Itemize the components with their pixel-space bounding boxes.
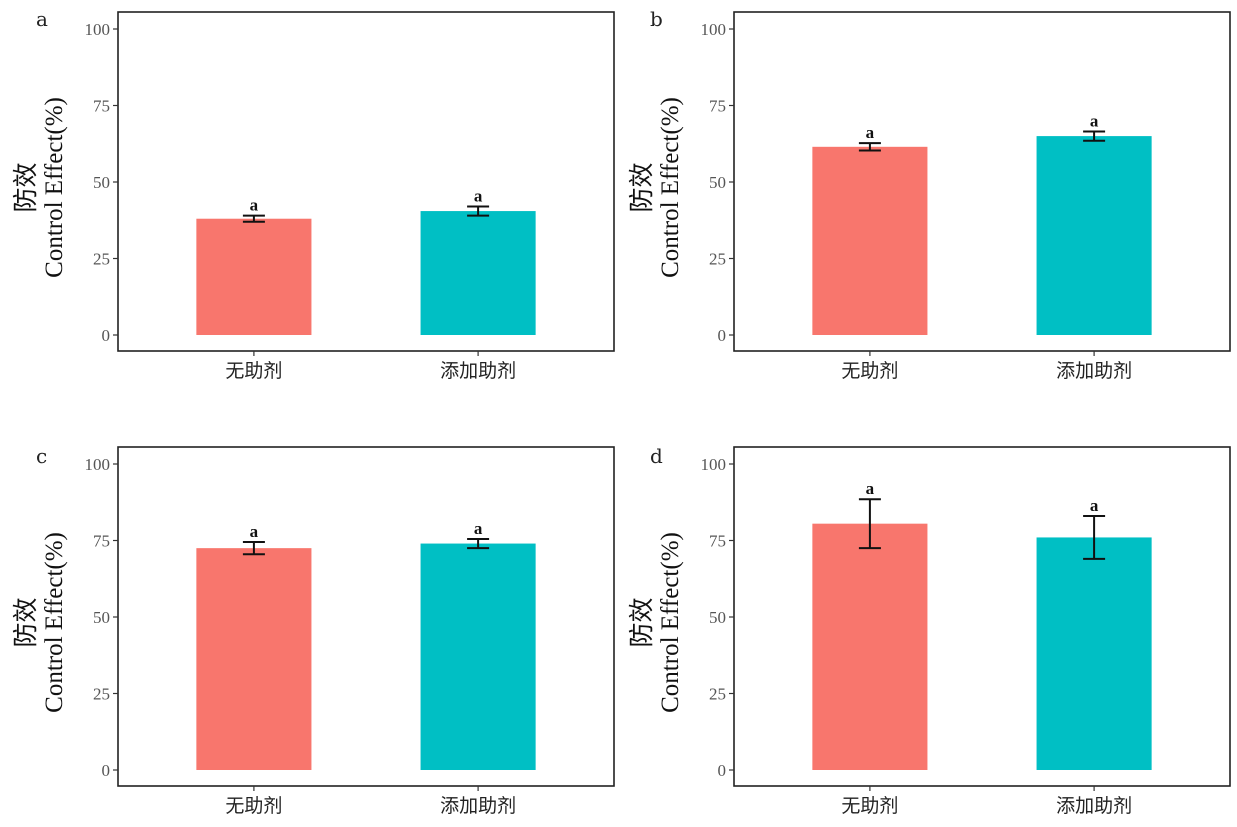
bar-with-adjuvant [420, 211, 536, 335]
y-tick-label: 75 [709, 532, 726, 551]
panel-c: c 0 25 50 75 100 防效 Control Effect(%) a 无助剂 a 添加助剂 [12, 444, 615, 817]
y-tick-label: 0 [102, 326, 111, 345]
x-category-label: 无助剂 [225, 795, 282, 817]
y-tick-label: 100 [85, 455, 111, 474]
significance-label: a [866, 123, 875, 142]
plot-frame [733, 446, 1231, 787]
significance-label: a [250, 196, 259, 215]
significance-label: a [474, 186, 483, 205]
y-axis-title: Control Effect(%) [657, 532, 684, 713]
y-tick-label: 50 [709, 608, 726, 627]
y-tick-label: 25 [709, 685, 726, 704]
y-tick-label: 25 [93, 685, 110, 704]
x-category-label: 添加助剂 [440, 795, 516, 817]
bar-with-adjuvant [420, 543, 536, 770]
bar-no-adjuvant [812, 146, 928, 335]
y-axis-title-cn: 防效 [628, 162, 656, 212]
y-tick-label: 0 [718, 326, 727, 345]
x-category-label: 添加助剂 [1056, 360, 1132, 382]
bar-no-adjuvant [196, 548, 312, 770]
panel-b: b 0 25 50 75 100 防效 Control Effect(%) a 无助剂 a 添加助剂 [628, 7, 1231, 382]
bar-no-adjuvant [812, 523, 928, 770]
y-tick-label: 100 [85, 20, 111, 39]
bar-with-adjuvant [1036, 537, 1152, 770]
significance-label: a [474, 519, 483, 538]
y-tick-label: 50 [93, 608, 110, 627]
y-axis-title: Control Effect(%) [41, 97, 68, 278]
y-tick-label: 25 [709, 250, 726, 269]
y-tick-label: 75 [93, 97, 110, 116]
y-axis-title: Control Effect(%) [657, 97, 684, 278]
plot-frame [117, 446, 615, 787]
significance-label: a [1090, 112, 1099, 131]
y-tick-label: 50 [709, 173, 726, 192]
y-tick-label: 25 [93, 250, 110, 269]
x-category-label: 添加助剂 [1056, 795, 1132, 817]
y-tick-label: 100 [701, 20, 727, 39]
y-tick-label: 0 [102, 761, 111, 780]
x-category-label: 无助剂 [841, 360, 898, 382]
bar-no-adjuvant [196, 218, 312, 335]
x-category-label: 无助剂 [225, 360, 282, 382]
bar-with-adjuvant [1036, 136, 1152, 335]
significance-label: a [866, 479, 875, 498]
x-category-label: 添加助剂 [440, 360, 516, 382]
y-tick-label: 0 [718, 761, 727, 780]
plot-frame [117, 11, 615, 352]
panel-letter: c [36, 444, 47, 468]
significance-label: a [250, 522, 259, 541]
significance-label: a [1090, 496, 1099, 515]
y-tick-label: 50 [93, 173, 110, 192]
panel-letter: b [650, 7, 663, 31]
panel-letter: a [36, 7, 48, 31]
y-tick-label: 75 [709, 97, 726, 116]
y-tick-label: 75 [93, 532, 110, 551]
plot-frame [733, 11, 1231, 352]
y-axis-title: Control Effect(%) [41, 532, 68, 713]
panel-letter: d [650, 444, 663, 468]
y-axis-title-cn: 防效 [628, 597, 656, 647]
x-category-label: 无助剂 [841, 795, 898, 817]
y-axis-title-cn: 防效 [12, 597, 40, 647]
y-tick-label: 100 [701, 455, 727, 474]
panel-d: d 0 25 50 75 100 防效 Control Effect(%) a 无助剂 a 添加助剂 [628, 444, 1231, 817]
panel-a: a 0 25 50 75 100 防效 Control Effect(%) a 无助剂 a 添加助剂 [12, 7, 615, 382]
y-axis-title-cn: 防效 [12, 162, 40, 212]
